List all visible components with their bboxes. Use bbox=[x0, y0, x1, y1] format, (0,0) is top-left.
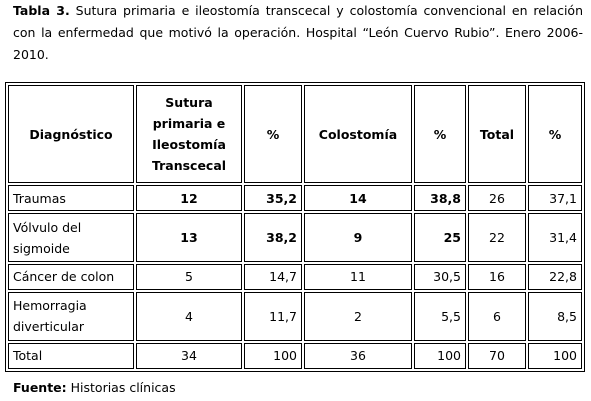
row-pct-colostomia: 5,5 bbox=[414, 292, 466, 341]
header-sutura-line-2: primaria e bbox=[152, 116, 226, 131]
table-row: Cáncer de colon 5 14,7 11 30,5 16 22,8 bbox=[8, 263, 582, 291]
header-diagnostico: Diagnóstico bbox=[8, 85, 134, 183]
row-pct-colostomia: 100 bbox=[414, 342, 466, 369]
row-sutura: 34 bbox=[136, 342, 242, 369]
results-table: Diagnóstico Sutura primaria e Ileostomía… bbox=[5, 82, 585, 372]
row-pct-total: 31,4 bbox=[528, 213, 582, 262]
row-sutura: 12 bbox=[136, 185, 242, 212]
row-diagnostico: Cáncer de colon bbox=[8, 263, 134, 291]
header-colostomia: Colostomía bbox=[304, 85, 412, 183]
table-row: Vólvulo del sigmoide 13 38,2 9 25 22 31,… bbox=[8, 213, 582, 262]
source-label: Fuente: bbox=[13, 380, 67, 395]
row-sutura: 13 bbox=[136, 213, 242, 262]
header-sutura: Sutura primaria e Ileostomía Transcecal bbox=[136, 85, 242, 183]
row-total: 26 bbox=[468, 185, 526, 212]
row-pct-sutura: 38,2 bbox=[244, 213, 302, 262]
row-pct-colostomia: 30,5 bbox=[414, 263, 466, 291]
table-row: Traumas 12 35,2 14 38,8 26 37,1 bbox=[8, 185, 582, 212]
source-text: Historias clínicas bbox=[70, 380, 176, 395]
table-caption: Tabla 3. Sutura primaria e ileostomía tr… bbox=[13, 0, 583, 66]
row-pct-total: 37,1 bbox=[528, 185, 582, 212]
row-total: 16 bbox=[468, 263, 526, 291]
header-pct-colostomia: % bbox=[414, 85, 466, 183]
header-pct-sutura: % bbox=[244, 85, 302, 183]
table-source: Fuente: Historias clínicas bbox=[13, 378, 176, 398]
header-total: Total bbox=[468, 85, 526, 183]
table-row: Hemorragia diverticular 4 11,7 2 5,5 6 8… bbox=[8, 292, 582, 341]
row-diagnostico: Vólvulo del sigmoide bbox=[8, 213, 134, 262]
row-pct-sutura: 11,7 bbox=[244, 292, 302, 341]
row-sutura: 4 bbox=[136, 292, 242, 341]
row-diagnostico-line-1: Traumas bbox=[13, 190, 66, 206]
header-sutura-line-1: Sutura bbox=[165, 95, 213, 110]
row-pct-total: 100 bbox=[528, 342, 582, 369]
row-diagnostico-line-1: Cáncer de colon bbox=[13, 269, 115, 285]
header-sutura-line-4: Transcecal bbox=[151, 158, 227, 173]
row-pct-sutura: 35,2 bbox=[244, 185, 302, 212]
row-pct-sutura: 14,7 bbox=[244, 263, 302, 291]
row-sutura: 5 bbox=[136, 263, 242, 291]
row-diagnostico-line-2: diverticular bbox=[13, 319, 85, 335]
row-colostomia: 9 bbox=[304, 213, 412, 262]
row-pct-colostomia: 38,8 bbox=[414, 185, 466, 212]
row-diagnostico-line-1: Vólvulo del bbox=[13, 219, 82, 235]
row-total: 70 bbox=[468, 342, 526, 369]
table-row-total: Total 34 100 36 100 70 100 bbox=[8, 342, 582, 369]
row-pct-total: 22,8 bbox=[528, 263, 582, 291]
header-row: Diagnóstico Sutura primaria e Ileostomía… bbox=[8, 85, 582, 183]
row-diagnostico: Hemorragia diverticular bbox=[8, 292, 134, 341]
row-diagnostico-line-1: Hemorragia bbox=[13, 298, 87, 314]
row-pct-sutura: 100 bbox=[244, 342, 302, 369]
row-colostomia: 11 bbox=[304, 263, 412, 291]
row-total: 22 bbox=[468, 213, 526, 262]
row-pct-colostomia: 25 bbox=[414, 213, 466, 262]
row-colostomia: 36 bbox=[304, 342, 412, 369]
row-colostomia: 14 bbox=[304, 185, 412, 212]
row-pct-total: 8,5 bbox=[528, 292, 582, 341]
header-pct-total: % bbox=[528, 85, 582, 183]
row-total: 6 bbox=[468, 292, 526, 341]
row-diagnostico-line-2: sigmoide bbox=[13, 240, 70, 256]
row-diagnostico: Traumas bbox=[8, 185, 134, 212]
row-colostomia: 2 bbox=[304, 292, 412, 341]
row-diagnostico-line-1: Total bbox=[13, 348, 43, 364]
row-diagnostico: Total bbox=[8, 342, 134, 369]
header-sutura-line-3: Ileostomía bbox=[152, 137, 226, 152]
caption-label: Tabla 3. bbox=[13, 3, 70, 18]
caption-text: Sutura primaria e ileostomía transcecal … bbox=[13, 3, 583, 62]
